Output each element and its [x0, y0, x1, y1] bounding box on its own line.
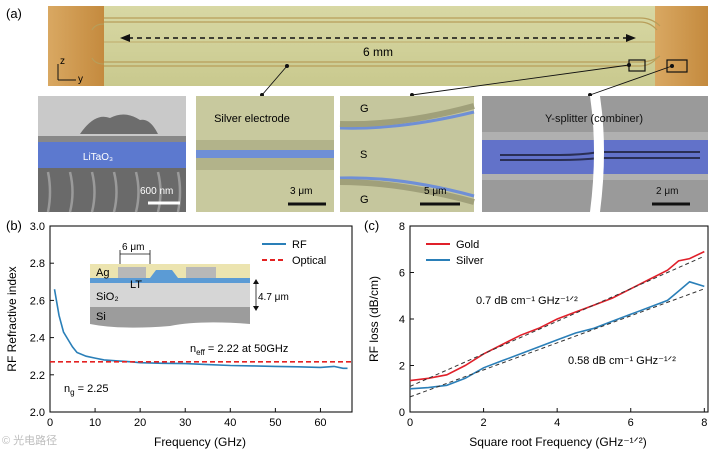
inset4-title: Y-splitter (combiner): [545, 113, 643, 125]
length-arrow: [120, 34, 636, 42]
c-legend: [426, 243, 450, 261]
axis-indicator: [57, 64, 76, 81]
gold-slope-annotation: 0.7 dB cm⁻¹ GHz⁻¹ᐟ²: [476, 295, 578, 307]
zoom-box-2: [666, 59, 688, 73]
y-tick-label: 6: [399, 268, 405, 280]
series-line-gold: [409, 250, 705, 382]
x-tick-label: 8: [701, 417, 707, 429]
panel-b: (b) 0 10 20 30 40 50 60 2.0 2.2 2.4 2.6 2.8 3.0 Fre…: [0, 214, 360, 452]
axis-z-label: z: [60, 56, 65, 67]
panel-c-label: (c): [364, 218, 379, 233]
panel-b-label: (b): [6, 218, 22, 233]
x-tick-label: 0: [47, 417, 53, 429]
series-line-rf: [53, 289, 348, 370]
y-tick-label: 2.4: [30, 333, 45, 345]
inset4-scale-label: 2 μm: [656, 186, 678, 197]
zoom-leader-lines: [261, 64, 673, 96]
x-tick-label: 10: [89, 417, 101, 429]
inset2-scale-label: 3 μm: [290, 186, 312, 197]
legend-rf-label: RF: [292, 239, 307, 251]
neff-annotation: neff = 2.22 at 50GHz: [190, 343, 288, 357]
panel-a: (a) 6 mm z y: [0, 0, 717, 216]
silver-slope-annotation: 0.58 dB cm⁻¹ GHz⁻¹ᐟ²: [568, 355, 676, 367]
inset3-label-g-bottom: G: [360, 194, 369, 206]
inset-gsg: [339, 96, 475, 212]
inset3-label-s: S: [360, 149, 367, 161]
layer-stack-inset: [90, 250, 259, 328]
inset-cross-section: [38, 96, 186, 213]
chip-photo: [48, 6, 708, 86]
series-line-gold-fit: [409, 255, 705, 387]
b-legend: [262, 243, 286, 261]
inset-sio2-label: SiO₂: [96, 291, 119, 303]
ng-annotation: ng = 2.25: [64, 383, 109, 397]
inset-width-label: 6 μm: [122, 242, 144, 253]
y-tick-label: 2: [399, 361, 405, 373]
series-line-silver-fit: [409, 288, 705, 398]
x-tick-label: 20: [134, 417, 146, 429]
refractive-index-chart: (b) 0 10 20 30 40 50 60 2.0 2.2 2.4 2.6 2.8 3.0 Fre…: [5, 218, 353, 449]
x-tick-label: 30: [179, 417, 191, 429]
y-tick-label: 0: [399, 407, 405, 419]
legend-silver-label: Silver: [456, 255, 484, 267]
inset-ag-label: Ag: [96, 267, 109, 279]
left-bond-pad: [48, 6, 104, 86]
c-x-axis-label: Square root Frequency (GHz⁻¹ᐟ²): [469, 435, 646, 449]
x-tick-label: 4: [554, 417, 560, 429]
y-tick-label: 2.6: [30, 295, 45, 307]
inset-silver-electrode: [196, 96, 334, 212]
x-tick-label: 60: [314, 417, 326, 429]
inset-lt-label: LT: [130, 279, 142, 291]
y-tick-label: 3.0: [30, 221, 45, 233]
inset-thickness-label: 4.7 μm: [258, 292, 289, 303]
axis-y-label: y: [78, 74, 83, 85]
b-y-axis-label: RF Refractive index: [5, 266, 19, 371]
y-tick-label: 2.8: [30, 258, 45, 270]
x-tick-label: 2: [481, 417, 487, 429]
panel-a-label: (a): [6, 6, 22, 21]
inset-si-label: Si: [96, 311, 106, 323]
y-tick-label: 8: [399, 221, 405, 233]
inset-y-splitter: [482, 96, 708, 212]
c-y-axis-label: RF loss (dB/cm): [367, 276, 381, 362]
x-tick-label: 0: [407, 417, 413, 429]
y-tick-label: 2.0: [30, 407, 45, 419]
panel-c: (c) 0 2 4 6 8 0 2 4 6 8 Square root Frequency (G…: [358, 214, 717, 452]
legend-optical-label: Optical: [292, 255, 326, 267]
x-tick-label: 50: [269, 417, 281, 429]
litao3-label: LiTaO₃: [83, 152, 113, 163]
panel-a-figure: (a) 6 mm z y: [6, 6, 708, 213]
rf-loss-chart: (c) 0 2 4 6 8 0 2 4 6 8 Square root Frequency (G…: [364, 218, 709, 449]
length-label: 6 mm: [363, 45, 393, 59]
chip-waveguides: [91, 17, 661, 67]
watermark: © 光电路径: [2, 435, 58, 447]
y-tick-label: 4: [399, 314, 405, 326]
right-bond-pad: [655, 6, 708, 86]
inset3-label-g-top: G: [360, 103, 369, 115]
b-x-axis-label: Frequency (GHz): [154, 435, 246, 449]
series-line-silver: [409, 280, 705, 390]
plot-b-frame: [49, 225, 353, 413]
y-tick-label: 2.2: [30, 370, 45, 382]
legend-gold-label: Gold: [456, 239, 479, 251]
x-tick-label: 40: [224, 417, 236, 429]
inset1-scale-label: 600 nm: [140, 186, 173, 197]
inset2-title: Silver electrode: [214, 113, 290, 125]
inset3-scale-label: 5 μm: [424, 186, 446, 197]
x-tick-label: 6: [628, 417, 634, 429]
